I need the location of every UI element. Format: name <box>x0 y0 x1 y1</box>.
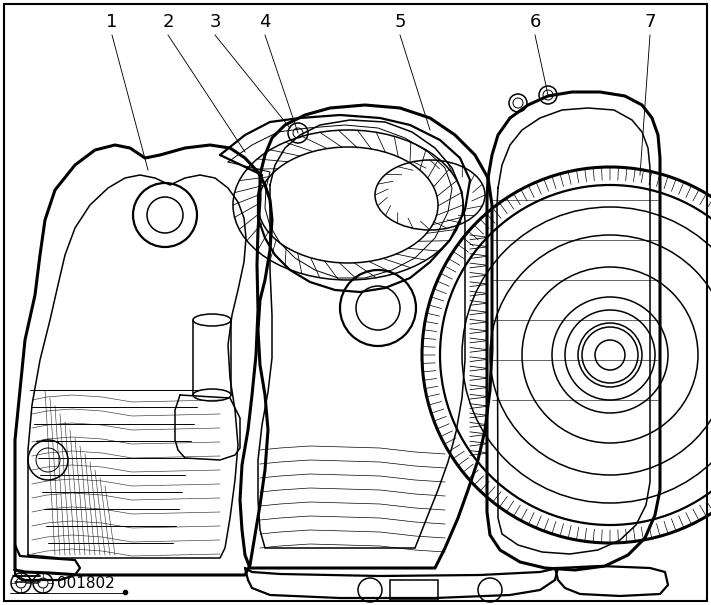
Ellipse shape <box>193 389 231 401</box>
Text: 7: 7 <box>644 13 656 31</box>
Bar <box>390 580 438 600</box>
Text: 3: 3 <box>209 13 220 31</box>
Text: 6: 6 <box>529 13 540 31</box>
Text: 1: 1 <box>107 13 118 31</box>
Text: 001802: 001802 <box>57 575 114 590</box>
Text: 4: 4 <box>260 13 271 31</box>
Text: 5: 5 <box>395 13 406 31</box>
Text: 2: 2 <box>162 13 173 31</box>
